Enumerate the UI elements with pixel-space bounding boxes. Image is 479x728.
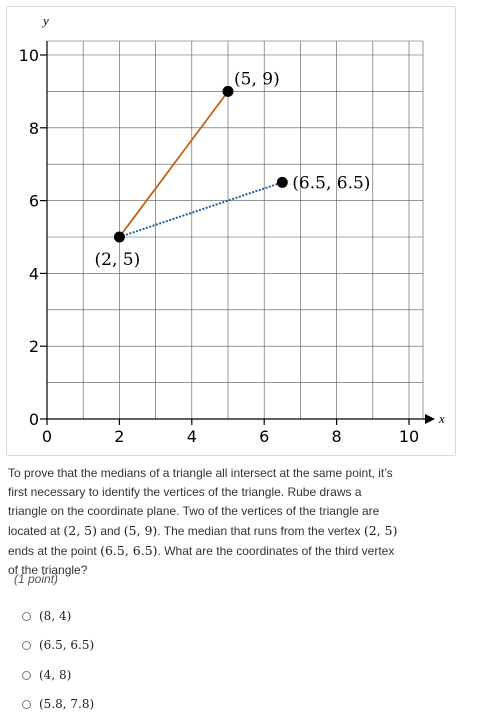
answer-option-label: (6.5, 6.5): [39, 638, 95, 652]
x-axis-arrow: [425, 414, 435, 424]
vertex-point: [276, 176, 288, 188]
points-label: (1 point): [14, 572, 59, 586]
point-label: (5, 9): [234, 69, 280, 89]
math-point: (6.5, 6.5): [100, 543, 158, 558]
radio-button[interactable]: [22, 611, 31, 621]
median-segment: [119, 181, 283, 238]
x-tick-label: 2: [114, 427, 124, 446]
radio-button[interactable]: [22, 640, 31, 650]
answer-option-2[interactable]: (6.5, 6.5): [22, 638, 94, 652]
answer-option-4[interactable]: (5.8, 7.8): [22, 697, 94, 711]
vertex-point: [222, 85, 234, 97]
radio-button[interactable]: [22, 670, 31, 680]
x-tick-label: 4: [187, 427, 197, 446]
x-tick-label: 8: [332, 427, 342, 446]
question-part: and: [96, 524, 124, 538]
point-label: (2, 5): [95, 250, 141, 270]
answer-option-label: (4, 8): [39, 668, 72, 682]
math-point: (2, 5): [63, 523, 97, 538]
answer-option-label: (5.8, 7.8): [39, 697, 95, 711]
point-label: (6.5, 6.5): [292, 173, 370, 193]
question-part: ends at the point: [8, 544, 101, 558]
math-point: (5, 9): [123, 523, 158, 538]
y-tick-label: 8: [29, 119, 39, 138]
coordinate-plane: x y 0 2 4 6 8 10 0 2 4 6 8 10 (2, 5) (5, 9) (6.5, 6.5): [19, 13, 445, 446]
y-tick-label: 2: [29, 337, 39, 356]
x-axis-label: x: [438, 411, 445, 426]
x-tick-label: 10: [399, 427, 419, 446]
x-tick-label: 0: [42, 427, 52, 446]
answer-option-1[interactable]: (8, 4): [22, 609, 71, 623]
y-axis-label: y: [41, 13, 49, 28]
graph-card: x y 0 2 4 6 8 10 0 2 4 6 8 10 (2, 5) (5, 9) (6.5, 6.5): [6, 6, 456, 456]
vertex-point: [113, 231, 125, 243]
answer-option-label: (8, 4): [39, 609, 72, 623]
math-point: (2, 5): [363, 523, 398, 538]
question-text: To prove that the medians of a triangle …: [8, 464, 400, 580]
y-tick-label: 6: [29, 192, 39, 211]
y-tick-label: 0: [29, 410, 39, 429]
question-part: To prove that the medians of a triangle …: [8, 466, 393, 538]
answer-option-3[interactable]: (4, 8): [22, 668, 71, 682]
question-part: . What are the coordinates of the third …: [8, 544, 395, 577]
triangle-side-segment: [118, 90, 229, 238]
radio-button[interactable]: [22, 699, 31, 709]
y-tick-label: 10: [19, 46, 39, 65]
x-tick-label: 6: [259, 427, 269, 446]
question-part: . The median that runs from the vertex: [157, 524, 364, 538]
y-tick-label: 4: [29, 264, 39, 283]
